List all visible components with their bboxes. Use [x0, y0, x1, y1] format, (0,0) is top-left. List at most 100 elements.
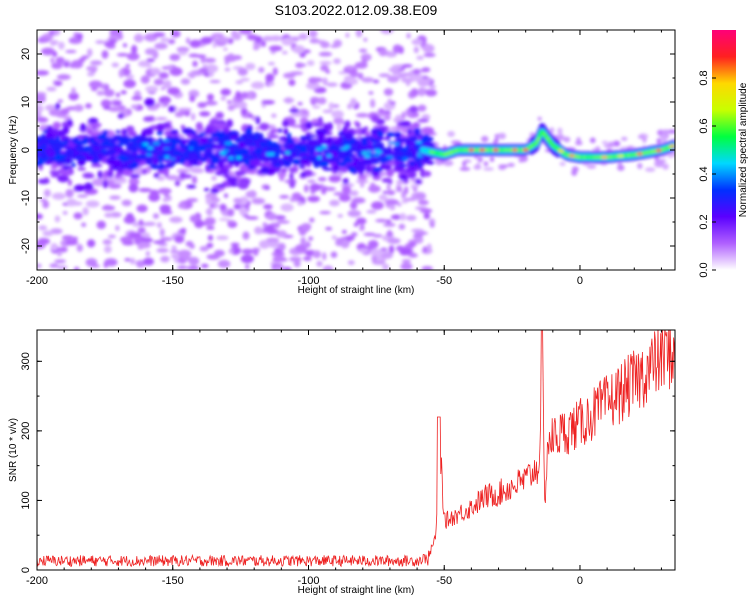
heatmap-cell [330, 44, 340, 48]
heatmap-cell [149, 189, 159, 198]
heatmap-cell [103, 204, 112, 209]
heatmap-cell [601, 140, 609, 145]
heatmap-cell [322, 252, 327, 261]
heatmap-cell [300, 223, 312, 231]
heatmap-cell [209, 79, 221, 84]
snr-y-tick-label: 200 [20, 422, 32, 440]
heatmap-cell [416, 140, 423, 144]
heatmap-cell [261, 99, 275, 105]
heatmap-cell [300, 236, 306, 246]
heatmap-cell [481, 135, 489, 143]
heatmap-cell [269, 141, 280, 148]
heatmap-cell [169, 157, 176, 161]
heatmap-cell [195, 122, 203, 131]
heatmap-cell [361, 77, 374, 83]
heatmap-cell [177, 265, 188, 270]
heatmap-cell [37, 213, 44, 220]
heatmap-cell [518, 158, 523, 163]
heatmap-cell [211, 175, 217, 181]
heatmap-cell [372, 79, 380, 84]
heatmap-cell [206, 242, 214, 249]
heatmap-cell [342, 178, 349, 185]
heatmap-cell [237, 181, 249, 190]
heatmap-cell [301, 114, 310, 118]
heatmap-cell [48, 109, 63, 117]
heatmap-cell [156, 130, 164, 136]
heatmap-cell [267, 81, 275, 87]
heatmap-cell [73, 104, 84, 112]
heatmap-cell [119, 151, 131, 157]
heatmap-cell [398, 46, 404, 55]
heatmap-cell [361, 159, 372, 165]
heatmap-cell [187, 72, 198, 78]
heatmap-cell [258, 66, 265, 73]
heatmap-cell [317, 97, 327, 105]
heatmap-cell [366, 209, 377, 214]
heatmap-cell [122, 168, 132, 177]
heatmap-cell [293, 260, 301, 268]
heatmap-cell [85, 258, 98, 267]
heatmap-cell [386, 135, 391, 141]
heatmap-cell [355, 30, 363, 38]
heatmap-cell [246, 132, 255, 140]
heatmap-cell [368, 146, 375, 152]
heatmap-cell [146, 58, 155, 63]
heatmap-cell [292, 158, 301, 166]
heatmap-cell [115, 130, 121, 134]
heatmap-cell [326, 122, 333, 131]
heatmap-cell [42, 129, 48, 133]
heatmap-cell [320, 41, 330, 49]
heatmap-cell [138, 60, 150, 68]
heatmap-cell [421, 67, 431, 73]
heatmap-cell [226, 119, 234, 128]
heatmap-cell [230, 242, 240, 247]
heatmap-cell [188, 256, 200, 266]
heatmap-cell [316, 147, 323, 151]
heatmap-cell [283, 162, 292, 168]
heatmap-cell [213, 202, 218, 209]
heatmap-cell [61, 170, 73, 177]
spectrogram-y-tick-label: 10 [20, 96, 32, 108]
heatmap-cell [231, 30, 239, 39]
heatmap-cell [326, 154, 332, 158]
heatmap-cell [119, 236, 133, 243]
heatmap-cell [62, 210, 68, 215]
heatmap-cell [244, 159, 250, 167]
snr-x-tick-label: -150 [162, 575, 184, 587]
heatmap-cell [158, 243, 168, 247]
heatmap-cell [316, 132, 325, 141]
spectrogram-x-tick-label: -150 [162, 275, 184, 287]
heatmap-cell [328, 144, 338, 152]
heatmap-cell [189, 214, 199, 223]
heatmap-cell [156, 248, 169, 253]
heatmap-cell [37, 70, 49, 76]
heatmap-cell [660, 138, 668, 144]
heatmap-cell [389, 204, 396, 211]
heatmap-cell [242, 231, 250, 240]
heatmap-cell [297, 102, 303, 106]
heatmap-cell [283, 72, 296, 79]
heatmap-cell [366, 150, 372, 154]
heatmap-cell [351, 143, 360, 147]
heatmap-cell [116, 53, 129, 57]
heatmap-cell [299, 146, 307, 152]
heatmap-cell [41, 153, 46, 161]
heatmap-cell [337, 214, 344, 218]
heatmap-cell [126, 213, 134, 220]
heatmap-cell [392, 150, 405, 157]
heatmap-cell [160, 86, 166, 91]
heatmap-cell [375, 149, 381, 153]
heatmap-cell [40, 47, 55, 56]
heatmap-cell [158, 72, 169, 79]
snr-x-axis-label: Height of straight line (km) [298, 585, 415, 596]
heatmap-cell [429, 84, 437, 89]
heatmap-cell [204, 64, 219, 73]
heatmap-cell [557, 149, 564, 153]
heatmap-cell [387, 98, 392, 103]
heatmap-cell [321, 140, 333, 145]
heatmap-cell [365, 164, 372, 173]
heatmap-cell [374, 137, 386, 141]
heatmap-cell [199, 111, 211, 117]
heatmap-cell [386, 155, 394, 159]
heatmap-cell [108, 106, 122, 112]
